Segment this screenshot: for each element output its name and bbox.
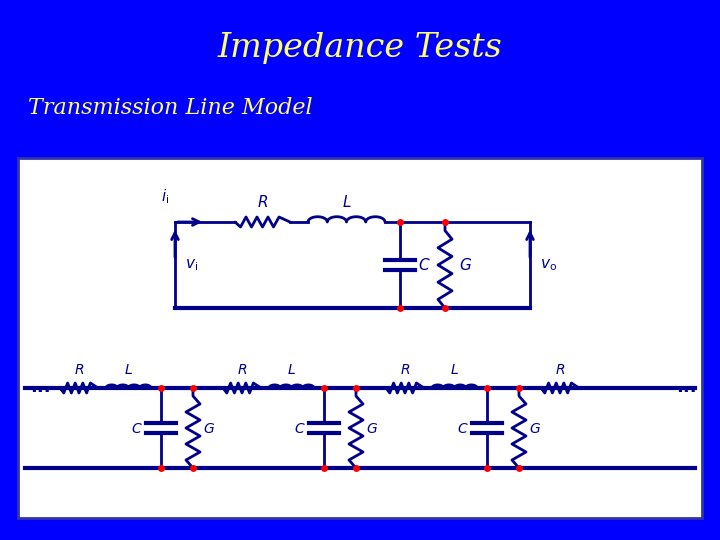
Text: $v_{\mathsf{i}}$: $v_{\mathsf{i}}$ [185, 257, 198, 273]
Text: G: G [529, 422, 540, 436]
Text: L: L [342, 195, 351, 210]
Text: C: C [131, 422, 140, 436]
Text: Transmission Line Model: Transmission Line Model [28, 97, 312, 119]
Text: R: R [555, 363, 564, 377]
Text: L: L [451, 363, 459, 377]
Text: $v_{\mathsf{o}}$: $v_{\mathsf{o}}$ [540, 257, 557, 273]
Text: R: R [237, 363, 247, 377]
Text: G: G [203, 422, 214, 436]
Text: R: R [257, 195, 268, 210]
Bar [18, 158, 702, 518]
Text: R: R [74, 363, 84, 377]
Text: C: C [457, 422, 467, 436]
Text: $i_{\mathsf{i}}$: $i_{\mathsf{i}}$ [161, 187, 169, 206]
Text: L: L [287, 363, 295, 377]
Text: G: G [459, 258, 471, 273]
Text: R: R [400, 363, 410, 377]
Text: C: C [418, 258, 428, 273]
Text: L: L [125, 363, 132, 377]
Text: C: C [294, 422, 304, 436]
Text: ...: ... [30, 378, 50, 396]
Text: Impedance Tests: Impedance Tests [217, 32, 503, 64]
Text: ...: ... [676, 378, 697, 396]
Text: G: G [366, 422, 377, 436]
